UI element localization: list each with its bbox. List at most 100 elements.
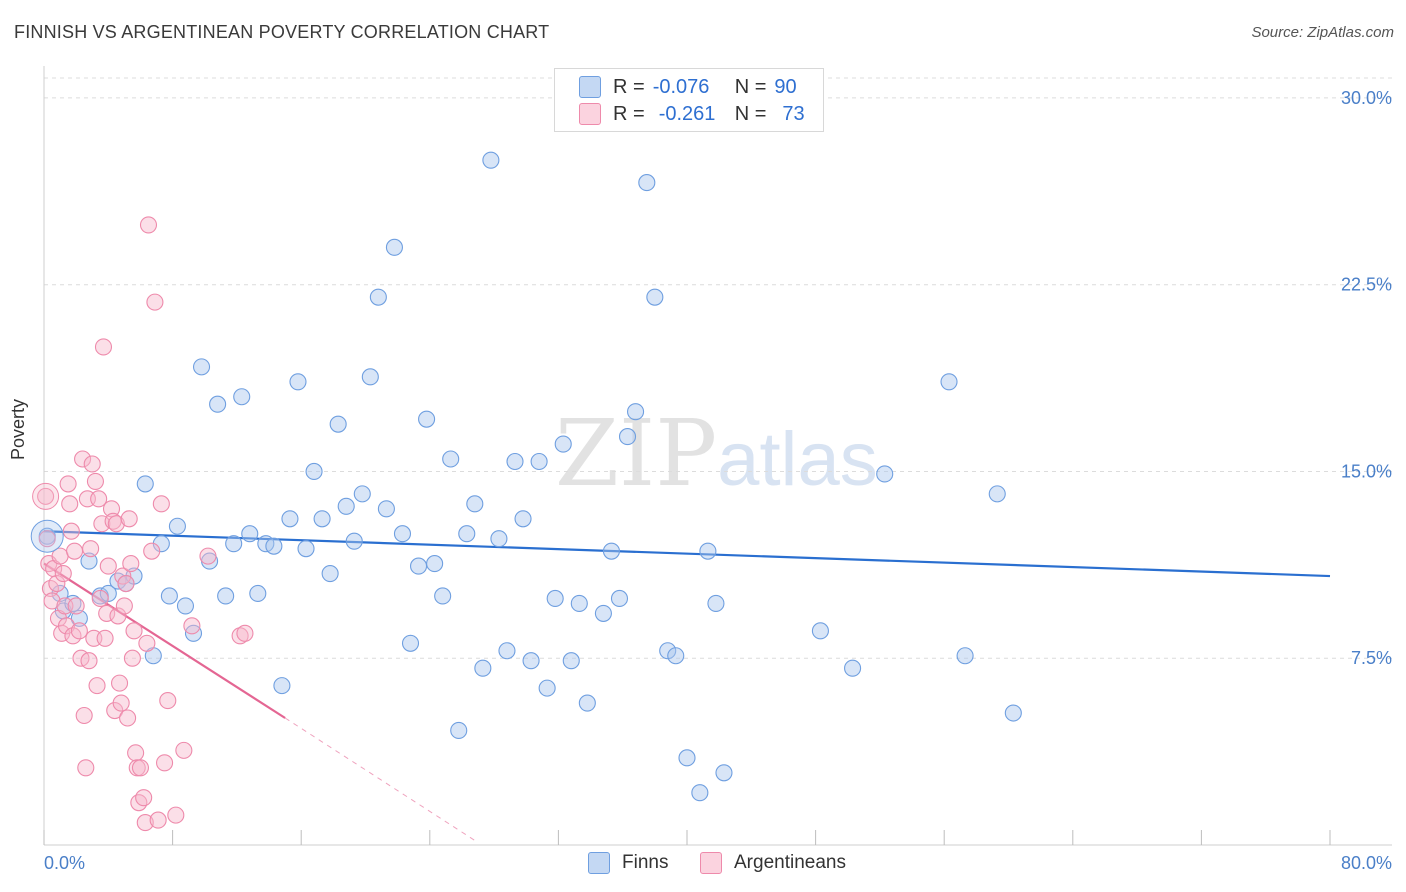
finns-point (265, 537, 283, 555)
finns-trend-line (43, 530, 1331, 578)
finns-point (136, 475, 154, 493)
y-tick-label: 30.0% (1341, 88, 1392, 108)
argentineans-point (83, 455, 101, 473)
argentineans-swatch (579, 103, 601, 125)
legend-r-label: R = (613, 75, 645, 98)
finns-point (618, 428, 637, 446)
argentineans-point (139, 216, 158, 234)
series-finns (38, 151, 1022, 802)
finns-point (241, 525, 259, 543)
y-tick-label: 15.0% (1341, 461, 1392, 481)
y-axis-label: Poverty (8, 398, 28, 460)
finns-point (490, 530, 508, 548)
argentineans-point (70, 622, 88, 640)
finns-point (691, 784, 709, 802)
legend-r-value: -0.261 (658, 102, 716, 125)
finns-point (99, 584, 117, 603)
y-tick-label: 7.5% (1351, 648, 1392, 668)
argentineans-point (98, 604, 116, 622)
finns-point (578, 694, 596, 712)
finns-point (418, 410, 436, 428)
finns-point (377, 500, 395, 518)
axes (43, 66, 1392, 846)
argentineans-point (236, 624, 254, 642)
finns-point (209, 395, 227, 413)
finns-point (715, 764, 733, 782)
finns-point (313, 510, 331, 528)
argentineans-point (65, 542, 84, 560)
finns-point (707, 594, 725, 612)
finns-point (426, 555, 444, 573)
finns-point (361, 368, 379, 386)
finns-point (562, 652, 580, 670)
finns-point (570, 594, 588, 612)
series-legend: Finns Argentineans (0, 852, 1406, 878)
finns-point (506, 452, 524, 471)
legend-row-argentineans: R = -0.261 N = 73 (579, 100, 805, 128)
argentineans-point (117, 574, 135, 593)
finns-point (273, 677, 291, 695)
argentineans-point (115, 597, 133, 615)
argentineans-point (86, 472, 104, 490)
legend-r-value: -0.076 (652, 75, 710, 98)
finns-point (353, 485, 371, 503)
trend-lines (43, 530, 1331, 843)
finns-point (393, 525, 412, 543)
argentineans-point (77, 759, 95, 777)
argentineans-point (90, 490, 108, 508)
watermark-main: ZIP (555, 400, 718, 507)
finns-point (160, 587, 178, 605)
legend-item-argentineans[interactable]: Argentineans (700, 852, 846, 874)
argentineans-point (183, 617, 201, 635)
argentineans-point (159, 692, 177, 710)
argentineans-point (135, 789, 153, 807)
finns-point (176, 597, 195, 615)
finns-point (602, 542, 620, 560)
argentineans-point (122, 555, 140, 573)
argentineans-point (88, 677, 106, 695)
legend-row-finns: R = -0.076 N = 90 (579, 73, 797, 101)
finns-point (450, 721, 468, 739)
finns-point (345, 532, 363, 550)
finns-point (646, 288, 664, 306)
finns-point (442, 450, 460, 468)
legend-n-label: N = (734, 75, 767, 98)
argentineans-point (143, 542, 161, 560)
argentineans-point (67, 597, 85, 615)
argentineans-point (123, 649, 141, 667)
argentineans-point (131, 759, 149, 777)
argentineans-point (199, 547, 217, 565)
argentineans-point (156, 754, 174, 772)
legend-n-value: 73 (782, 102, 805, 125)
finns-point (297, 540, 315, 558)
finns-point (385, 238, 403, 256)
finns-point (192, 358, 211, 376)
tick-labels: 7.5% 15.0% 22.5% 30.0% 0.0% 80.0% (44, 88, 1392, 873)
argentineans-point (231, 627, 249, 645)
finns-point (678, 749, 696, 767)
finns-point (659, 642, 677, 660)
finns-point (988, 485, 1006, 503)
argentineans-point (138, 634, 156, 652)
argentineans-point (130, 794, 148, 812)
finns-point (474, 659, 492, 677)
argentineans-point (43, 592, 61, 610)
finns-point (554, 435, 572, 453)
finns-point (1004, 704, 1022, 722)
legend-r-label: R = (613, 102, 645, 125)
finns-point (80, 552, 98, 570)
x-tick-label: 0.0% (44, 853, 85, 873)
finns-point (289, 373, 307, 391)
argentineans-point (149, 811, 167, 829)
data-points (30, 151, 1022, 832)
argentineans-trend-line (43, 562, 286, 719)
finns-point (667, 647, 685, 665)
chart-title: FINNISH VS ARGENTINEAN POVERTY CORRELATI… (14, 22, 550, 42)
argentineans-point (111, 674, 129, 692)
finns-point (514, 510, 532, 528)
legend-item-finns[interactable]: Finns (588, 852, 668, 874)
argentineans-point (80, 652, 98, 670)
x-tick-label: 80.0% (1341, 853, 1392, 873)
argentineans-point (38, 530, 56, 548)
